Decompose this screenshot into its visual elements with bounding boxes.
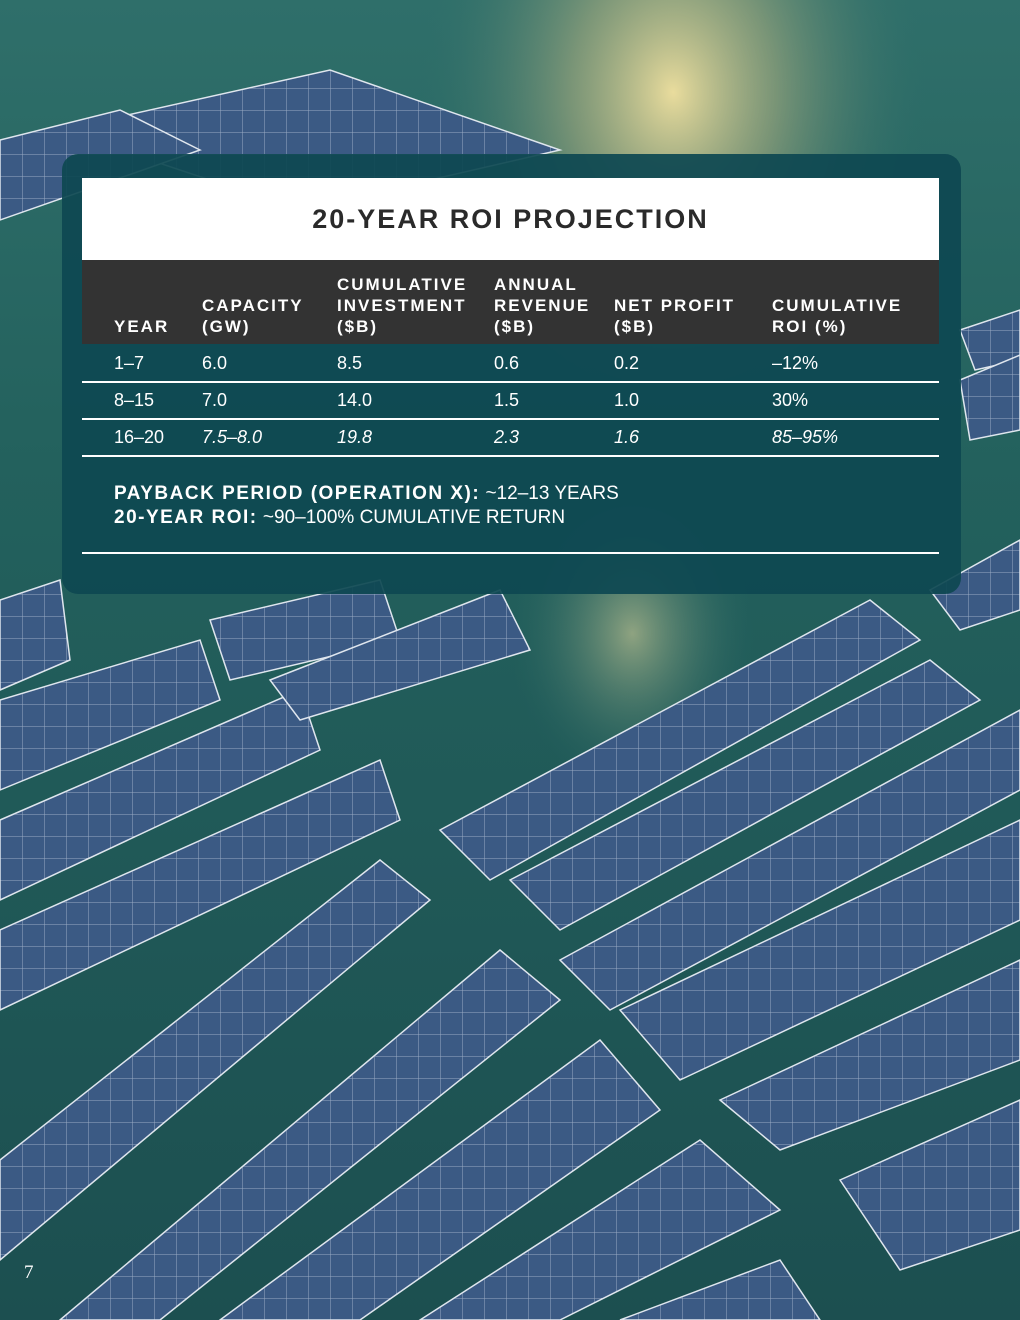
cell-capacity: 7.0 (202, 390, 228, 410)
cell-investment: 8.5 (337, 353, 363, 373)
roi-projection-card: 20-YEAR ROI PROJECTION YEAR CAPACITY (GW… (62, 154, 961, 594)
header-capacity: CAPACITY (GW) (202, 296, 304, 336)
cell-net-profit: 1.6 (614, 427, 640, 447)
cell-roi: 30% (772, 390, 809, 410)
cell-capacity: 7.5–8.0 (202, 427, 263, 447)
header-cumulative-roi: CUMULATIVE ROI (%) (772, 296, 903, 336)
table-row: 8–15 7.0 14.0 1.5 1.0 30% (82, 381, 939, 420)
cell-revenue: 1.5 (494, 390, 520, 410)
roi-label: 20-YEAR ROI: (114, 507, 258, 528)
payback-value: ~12–13 YEARS (480, 483, 619, 504)
cell-year: 16–20 (114, 427, 165, 447)
roi-line: 20-YEAR ROI: ~90–100% CUMULATIVE RETURN (114, 506, 619, 530)
cell-year: 1–7 (114, 353, 145, 373)
payback-period-line: PAYBACK PERIOD (OPERATION X): ~12–13 YEA… (114, 482, 619, 506)
cell-revenue: 2.3 (494, 427, 520, 447)
header-annual-revenue: ANNUAL REVENUE ($B) (494, 275, 591, 336)
header-year: YEAR (114, 317, 170, 336)
cell-investment: 14.0 (337, 390, 373, 410)
roi-value: ~90–100% CUMULATIVE RETURN (257, 507, 566, 528)
cell-roi: 85–95% (772, 427, 839, 447)
cell-net-profit: 0.2 (614, 353, 640, 373)
cell-capacity: 6.0 (202, 353, 228, 373)
header-net-profit: NET PROFIT ($B) (614, 296, 736, 336)
table-row: 16–20 7.5–8.0 19.8 2.3 1.6 85–95% (82, 418, 939, 457)
cell-roi: –12% (772, 353, 819, 373)
page-number: 7 (24, 1262, 34, 1283)
table-header: YEAR CAPACITY (GW) CUMULATIVE INVESTMENT… (82, 260, 939, 344)
payback-label: PAYBACK PERIOD (OPERATION X): (114, 483, 481, 504)
summary-block: PAYBACK PERIOD (OPERATION X): ~12–13 YEA… (114, 482, 619, 530)
cell-net-profit: 1.0 (614, 390, 640, 410)
title-bar: 20-YEAR ROI PROJECTION (82, 178, 939, 260)
header-cumulative-investment: CUMULATIVE INVESTMENT ($B) (337, 275, 468, 336)
page-title: 20-YEAR ROI PROJECTION (312, 203, 709, 234)
cell-revenue: 0.6 (494, 353, 520, 373)
table-row: 1–7 6.0 8.5 0.6 0.2 –12% (82, 344, 939, 383)
cell-investment: 19.8 (337, 427, 373, 447)
cell-year: 8–15 (114, 390, 155, 410)
bottom-divider (82, 552, 939, 554)
